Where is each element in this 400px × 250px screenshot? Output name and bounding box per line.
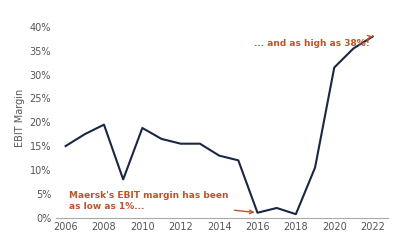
Text: Maersk's EBIT margin has been
as low as 1%...: Maersk's EBIT margin has been as low as … [70, 191, 253, 214]
Y-axis label: EBIT Margin: EBIT Margin [15, 88, 25, 146]
Text: ... and as high as 38%!: ... and as high as 38%! [254, 35, 372, 48]
